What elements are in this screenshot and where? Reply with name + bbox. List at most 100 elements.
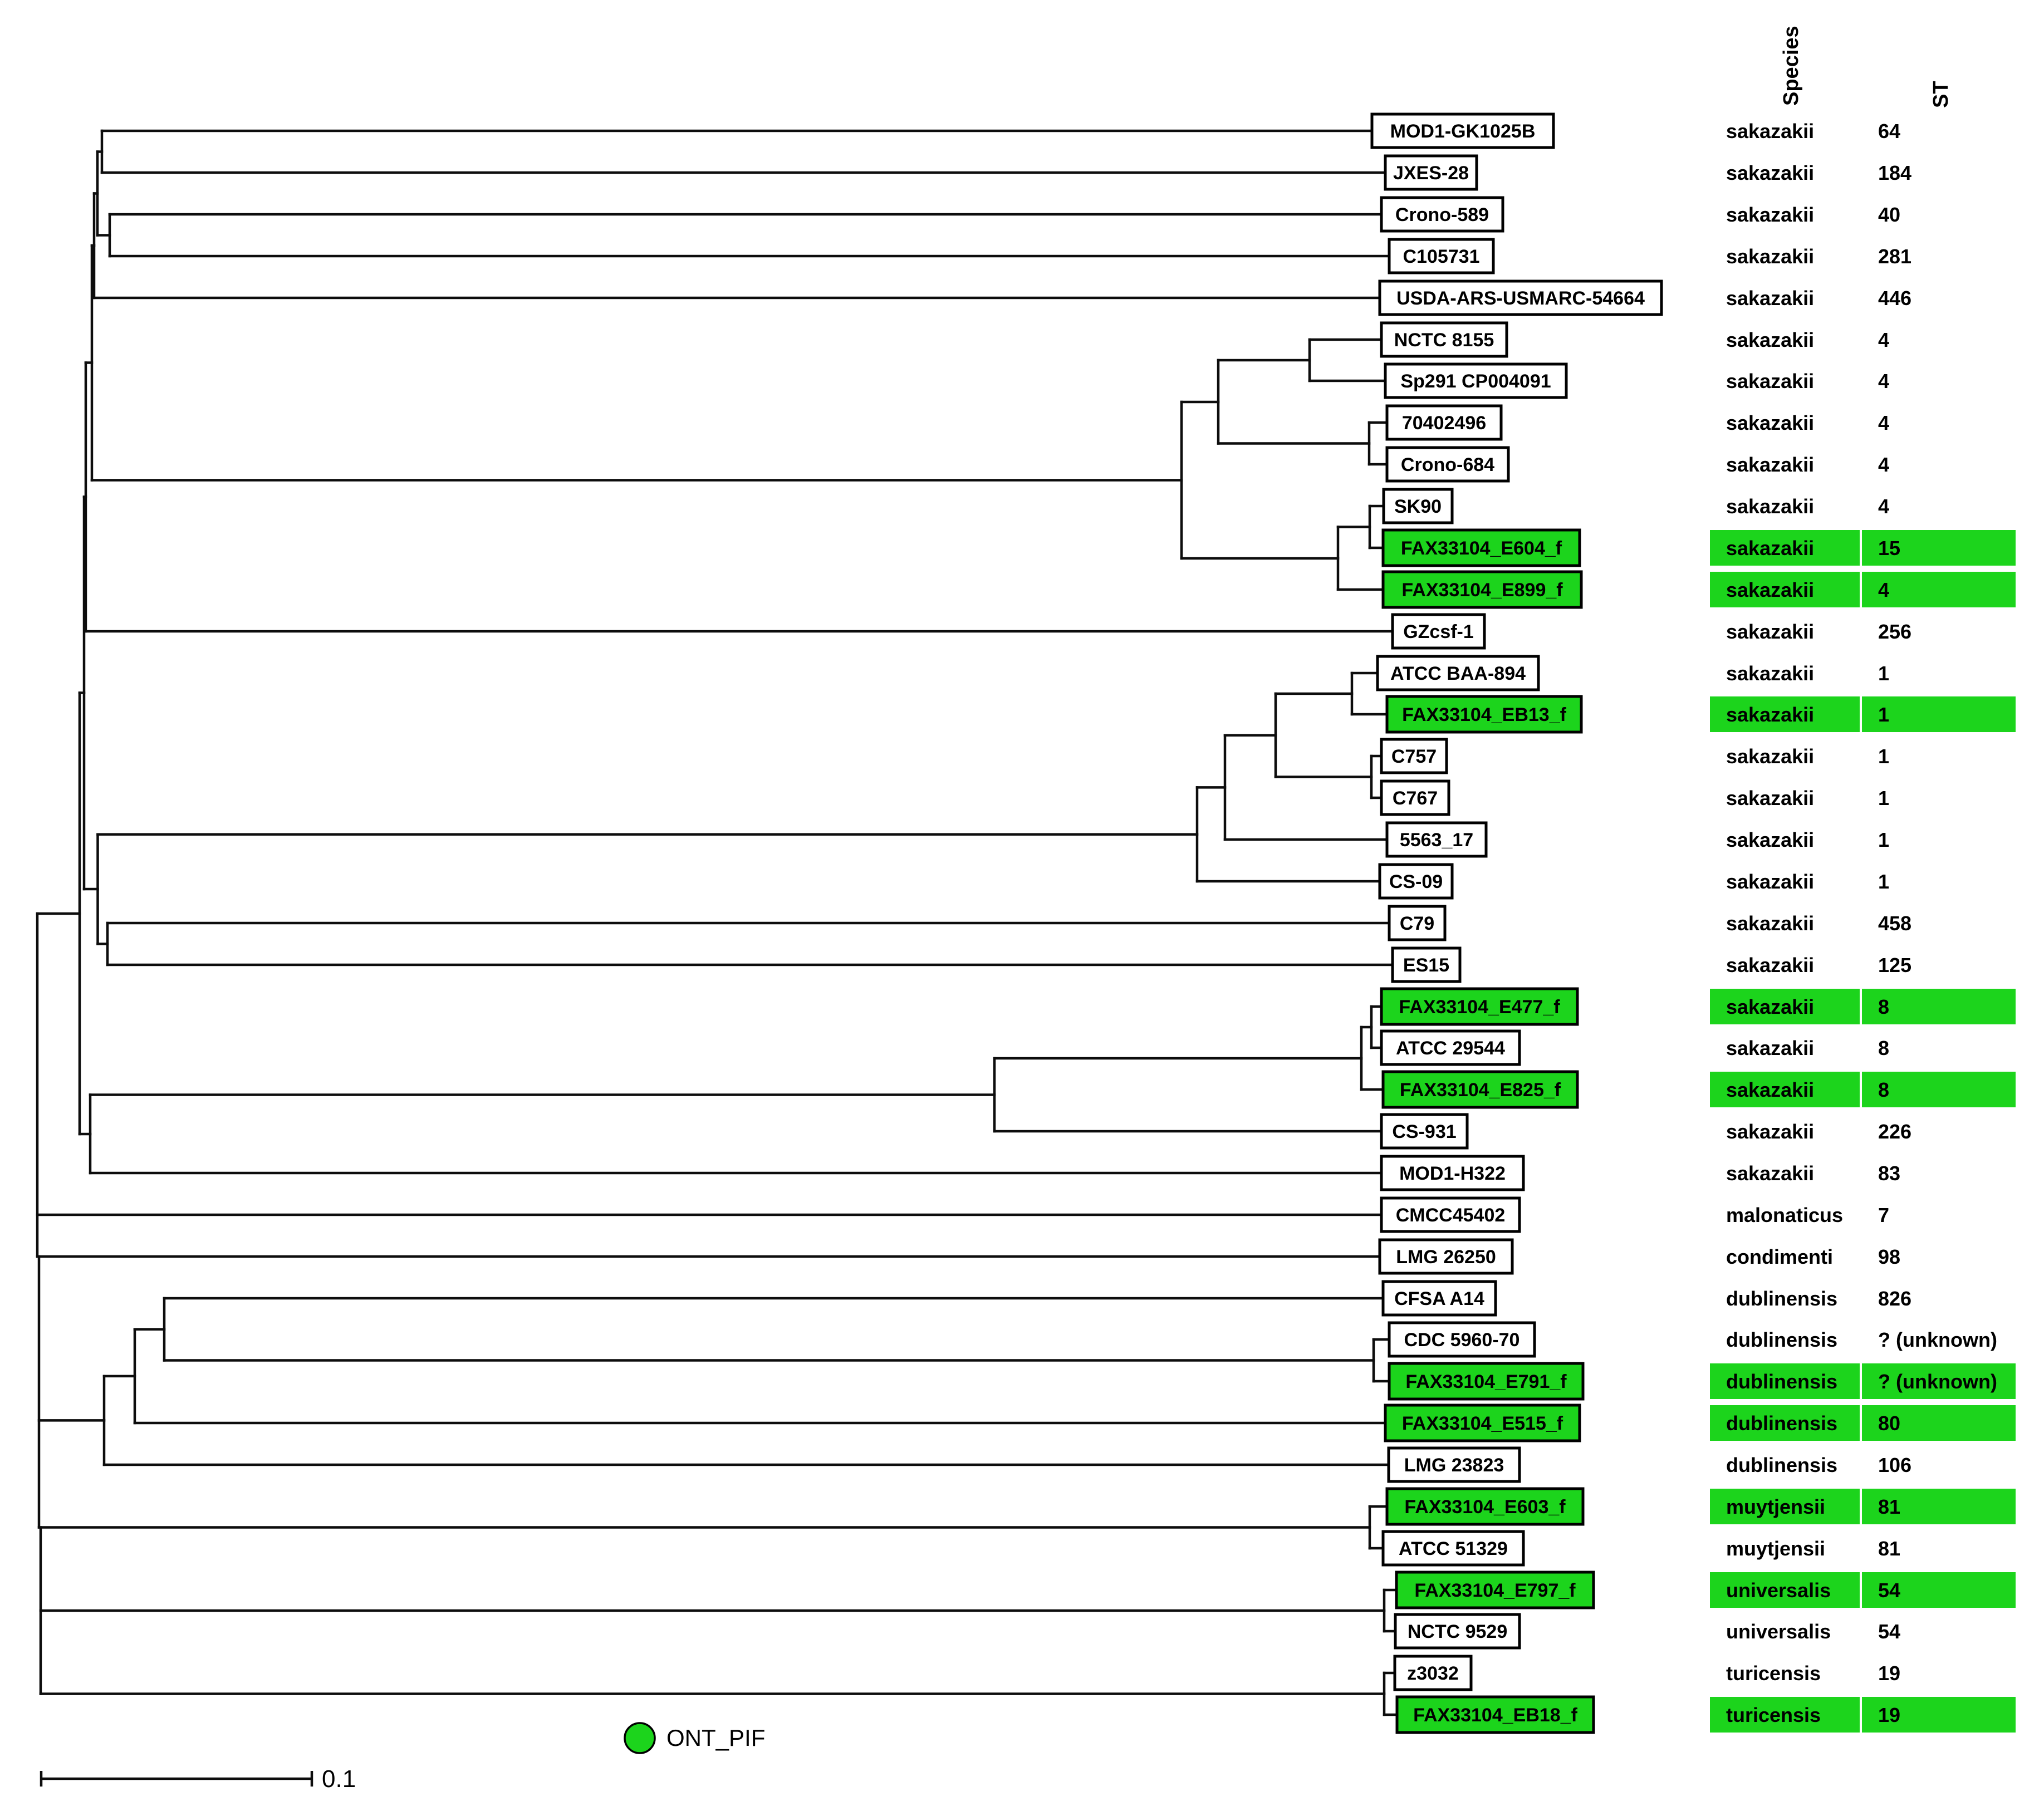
svg-text:1: 1 [1878, 870, 1889, 893]
svg-text:CFSA A14: CFSA A14 [1394, 1288, 1484, 1309]
svg-text:FAX33104_E825_f: FAX33104_E825_f [1400, 1079, 1561, 1101]
svg-text:98: 98 [1878, 1245, 1900, 1268]
svg-text:FAX33104_E797_f: FAX33104_E797_f [1414, 1580, 1576, 1601]
svg-text:sakazakii: sakazakii [1726, 411, 1814, 434]
svg-text:FAX33104_E603_f: FAX33104_E603_f [1404, 1496, 1566, 1518]
svg-text:CMCC45402: CMCC45402 [1396, 1205, 1506, 1226]
svg-text:256: 256 [1878, 620, 1911, 643]
svg-text:USDA-ARS-USMARC-54664: USDA-ARS-USMARC-54664 [1396, 288, 1645, 309]
svg-text:ATCC 29544: ATCC 29544 [1396, 1038, 1505, 1059]
svg-text:C79: C79 [1400, 913, 1434, 934]
svg-text:Crono-684: Crono-684 [1401, 454, 1494, 475]
svg-text:FAX33104_E477_f: FAX33104_E477_f [1399, 997, 1560, 1018]
svg-text:dublinensis: dublinensis [1726, 1412, 1837, 1435]
svg-text:sakazakii: sakazakii [1726, 495, 1814, 518]
svg-text:19: 19 [1878, 1662, 1900, 1685]
svg-text:70402496: 70402496 [1402, 413, 1486, 434]
svg-text:LMG 26250: LMG 26250 [1396, 1246, 1496, 1268]
svg-text:FAX33104_E604_f: FAX33104_E604_f [1401, 538, 1562, 559]
svg-text:1: 1 [1878, 745, 1889, 768]
svg-text:54: 54 [1878, 1620, 1900, 1643]
svg-text:sakazakii: sakazakii [1726, 954, 1814, 976]
svg-text:1: 1 [1878, 662, 1889, 685]
svg-text:sakazakii: sakazakii [1726, 662, 1814, 685]
svg-text:sakazakii: sakazakii [1726, 1120, 1814, 1143]
svg-text:dublinensis: dublinensis [1726, 1287, 1837, 1310]
svg-text:281: 281 [1878, 245, 1911, 268]
svg-text:sakazakii: sakazakii [1726, 578, 1814, 601]
svg-text:Sp291 CP004091: Sp291 CP004091 [1400, 371, 1551, 392]
svg-text:dublinensis: dublinensis [1726, 1328, 1837, 1351]
svg-text:sakazakii: sakazakii [1726, 537, 1814, 560]
svg-text:LMG 23823: LMG 23823 [1404, 1455, 1504, 1476]
svg-text:sakazakii: sakazakii [1726, 787, 1814, 809]
svg-text:malonaticus: malonaticus [1726, 1204, 1843, 1226]
svg-text:4: 4 [1878, 328, 1889, 351]
svg-text:GZcsf-1: GZcsf-1 [1403, 621, 1474, 642]
svg-text:1: 1 [1878, 787, 1889, 809]
svg-text:458: 458 [1878, 912, 1911, 935]
svg-text:0.1: 0.1 [322, 1765, 356, 1793]
svg-text:226: 226 [1878, 1120, 1911, 1143]
svg-text:dublinensis: dublinensis [1726, 1370, 1837, 1393]
svg-text:CDC 5960-70: CDC 5960-70 [1404, 1329, 1520, 1351]
svg-text:CS-931: CS-931 [1392, 1121, 1456, 1142]
svg-text:64: 64 [1878, 120, 1900, 143]
svg-text:826: 826 [1878, 1287, 1911, 1310]
svg-text:muytjensii: muytjensii [1726, 1537, 1825, 1560]
svg-text:C105731: C105731 [1403, 246, 1479, 267]
svg-text:ATCC BAA-894: ATCC BAA-894 [1390, 663, 1526, 684]
svg-text:446: 446 [1878, 287, 1911, 310]
svg-text:ES15: ES15 [1403, 955, 1449, 976]
svg-text:184: 184 [1878, 161, 1911, 184]
svg-text:dublinensis: dublinensis [1726, 1454, 1837, 1476]
svg-text:Species: Species [1780, 26, 1803, 106]
svg-text:106: 106 [1878, 1454, 1911, 1476]
svg-text:54: 54 [1878, 1579, 1900, 1602]
svg-text:ATCC 51329: ATCC 51329 [1399, 1538, 1508, 1559]
svg-text:8: 8 [1878, 995, 1889, 1018]
svg-text:ST: ST [1929, 81, 1953, 108]
svg-text:4: 4 [1878, 495, 1889, 518]
svg-text:4: 4 [1878, 578, 1889, 601]
svg-text:5563_17: 5563_17 [1400, 830, 1473, 851]
svg-text:1: 1 [1878, 703, 1889, 726]
svg-text:8: 8 [1878, 1078, 1889, 1101]
svg-text:15: 15 [1878, 537, 1900, 560]
svg-text:FAX33104_EB13_f: FAX33104_EB13_f [1402, 704, 1567, 725]
svg-text:universalis: universalis [1726, 1579, 1831, 1602]
svg-text:JXES-28: JXES-28 [1393, 163, 1469, 184]
svg-text:4: 4 [1878, 411, 1889, 434]
svg-text:sakazakii: sakazakii [1726, 745, 1814, 768]
svg-text:sakazakii: sakazakii [1726, 870, 1814, 893]
svg-text:40: 40 [1878, 203, 1900, 226]
svg-text:sakazakii: sakazakii [1726, 287, 1814, 310]
svg-text:ONT_PIF: ONT_PIF [666, 1725, 765, 1751]
svg-text:? (unknown): ? (unknown) [1878, 1328, 1997, 1351]
svg-text:4: 4 [1878, 453, 1889, 476]
svg-text:C757: C757 [1391, 746, 1437, 767]
svg-text:sakazakii: sakazakii [1726, 370, 1814, 392]
svg-text:8: 8 [1878, 1037, 1889, 1059]
svg-text:CS-09: CS-09 [1389, 871, 1443, 892]
svg-text:FAX33104_EB18_f: FAX33104_EB18_f [1413, 1705, 1578, 1726]
svg-text:MOD1-GK1025B: MOD1-GK1025B [1390, 121, 1536, 142]
svg-text:FAX33104_E515_f: FAX33104_E515_f [1402, 1413, 1563, 1434]
svg-text:z3032: z3032 [1407, 1663, 1459, 1684]
svg-text:sakazakii: sakazakii [1726, 453, 1814, 476]
svg-text:turicensis: turicensis [1726, 1704, 1821, 1726]
svg-text:Crono-589: Crono-589 [1395, 204, 1489, 225]
svg-text:81: 81 [1878, 1495, 1900, 1518]
svg-text:MOD1-H322: MOD1-H322 [1399, 1163, 1506, 1184]
svg-text:7: 7 [1878, 1204, 1889, 1226]
svg-text:NCTC 8155: NCTC 8155 [1394, 330, 1494, 351]
svg-text:1: 1 [1878, 828, 1889, 851]
svg-text:sakazakii: sakazakii [1726, 620, 1814, 643]
svg-text:125: 125 [1878, 954, 1911, 976]
svg-text:sakazakii: sakazakii [1726, 328, 1814, 351]
svg-text:sakazakii: sakazakii [1726, 995, 1814, 1018]
svg-text:? (unknown): ? (unknown) [1878, 1370, 1997, 1393]
svg-text:sakazakii: sakazakii [1726, 203, 1814, 226]
svg-text:FAX33104_E791_f: FAX33104_E791_f [1405, 1371, 1567, 1392]
svg-text:turicensis: turicensis [1726, 1662, 1821, 1685]
